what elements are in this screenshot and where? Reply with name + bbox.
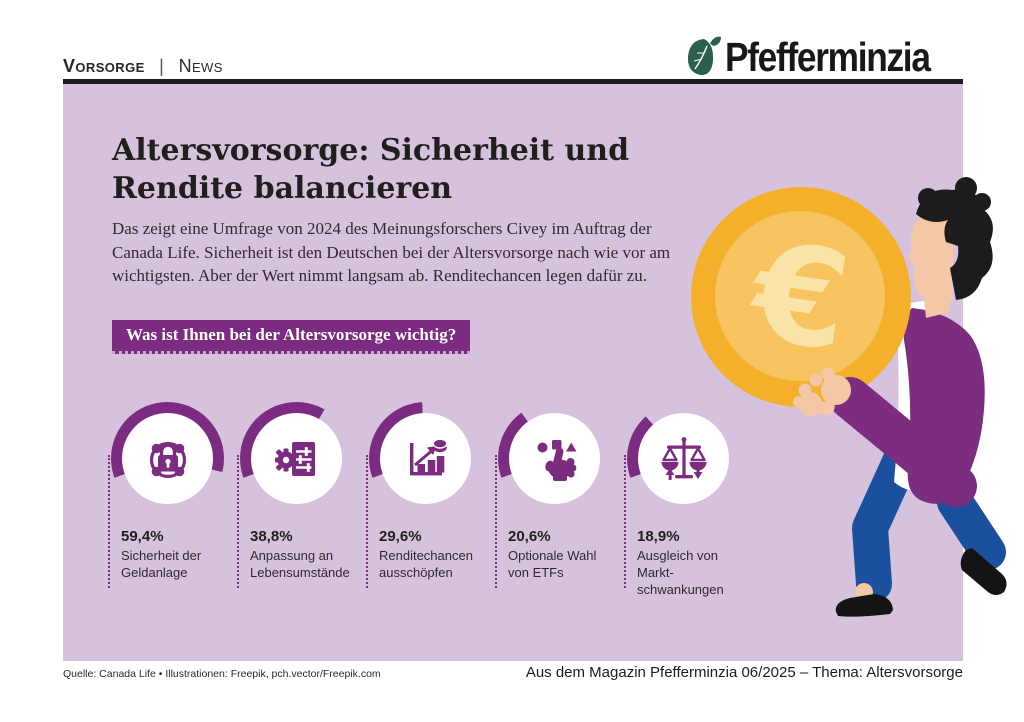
arm-sleeve bbox=[829, 377, 977, 507]
back-shoe bbox=[835, 594, 893, 617]
percentage-arc bbox=[240, 402, 353, 515]
subsection-label: News bbox=[178, 56, 223, 76]
hand-select-icon bbox=[537, 439, 576, 481]
stat-item-etf: 20,6% Optionale Wahl von ETFs bbox=[495, 402, 624, 598]
stat-label: Anpassung an Lebensumstände bbox=[250, 548, 350, 580]
brand-logo: Pfefferminzia bbox=[683, 33, 963, 81]
stat-label: Ausgleich von Markt- schwankungen bbox=[637, 548, 724, 597]
percentage-arc bbox=[111, 402, 224, 515]
dotted-connector bbox=[495, 455, 497, 588]
infographic-card: Altersvorsorge: Sicherheit und Rendite ba… bbox=[63, 84, 963, 661]
title-line-2: Rendite balancieren bbox=[112, 171, 453, 206]
stat-value: 29,6% bbox=[379, 528, 422, 545]
source-credit: Quelle: Canada Life • Illustrationen: Fr… bbox=[63, 668, 381, 680]
stat-value: 38,8% bbox=[250, 528, 293, 545]
stat-label: Optionale Wahl von ETFs bbox=[508, 548, 597, 580]
face bbox=[907, 216, 954, 302]
hands bbox=[793, 367, 851, 416]
title-line-1: Altersvorsorge: Sicherheit und bbox=[112, 133, 630, 168]
stat-item-anpassung: 38,8% Anpassung an Lebensumstände bbox=[237, 402, 366, 598]
stat-label: Sicherheit der Geldanlage bbox=[121, 548, 202, 580]
person-with-euro-coin-illustration: € bbox=[691, 177, 1007, 617]
footer: Quelle: Canada Life • Illustrationen: Fr… bbox=[63, 664, 963, 681]
growth-chart-icon bbox=[409, 438, 448, 475]
header-divider bbox=[63, 79, 963, 84]
question-badge: Was ist Ihnen bei der Altersvorsorge wic… bbox=[112, 320, 471, 354]
survey-results: 59,4% Sicherheit der Geldanlage bbox=[108, 402, 753, 598]
settings-adjust-icon bbox=[274, 441, 315, 476]
euro-coin: € bbox=[691, 187, 911, 407]
breadcrumb: Vorsorge | News bbox=[63, 56, 223, 77]
hair bbox=[916, 177, 993, 300]
percentage-arc bbox=[369, 402, 482, 515]
front-shoe bbox=[960, 548, 1007, 595]
mint-leaf-icon bbox=[687, 36, 722, 76]
stat-item-marktschwankungen: 18,9% Ausgleich von Markt- schwankungen bbox=[624, 402, 753, 598]
breadcrumb-separator: | bbox=[159, 56, 165, 76]
lock-security-icon bbox=[149, 441, 186, 478]
stat-value: 20,6% bbox=[508, 528, 551, 545]
page-title: Altersvorsorge: Sicherheit und Rendite ba… bbox=[112, 132, 629, 208]
stat-item-sicherheit: 59,4% Sicherheit der Geldanlage bbox=[108, 402, 237, 598]
magazine-credit: Aus dem Magazin Pfefferminzia 06/2025 – … bbox=[525, 664, 963, 681]
percentage-arc bbox=[627, 402, 740, 515]
balance-scale-icon bbox=[661, 436, 706, 480]
brand-name: Pfefferminzia bbox=[725, 33, 931, 80]
percentage-arc bbox=[498, 402, 611, 515]
stat-label: Renditechancen ausschöpfen bbox=[379, 548, 473, 580]
dotted-connector bbox=[237, 455, 239, 588]
dotted-connector bbox=[366, 455, 368, 588]
stat-value: 59,4% bbox=[121, 528, 164, 545]
stat-value: 18,9% bbox=[637, 528, 680, 545]
section-label: Vorsorge bbox=[63, 56, 145, 76]
intro-paragraph: Das zeigt eine Umfrage von 2024 des Mein… bbox=[112, 219, 671, 285]
dotted-connector bbox=[108, 455, 110, 588]
dotted-connector bbox=[624, 455, 626, 588]
stat-item-rendite: 29,6% Renditechancen ausschöpfen bbox=[366, 402, 495, 598]
